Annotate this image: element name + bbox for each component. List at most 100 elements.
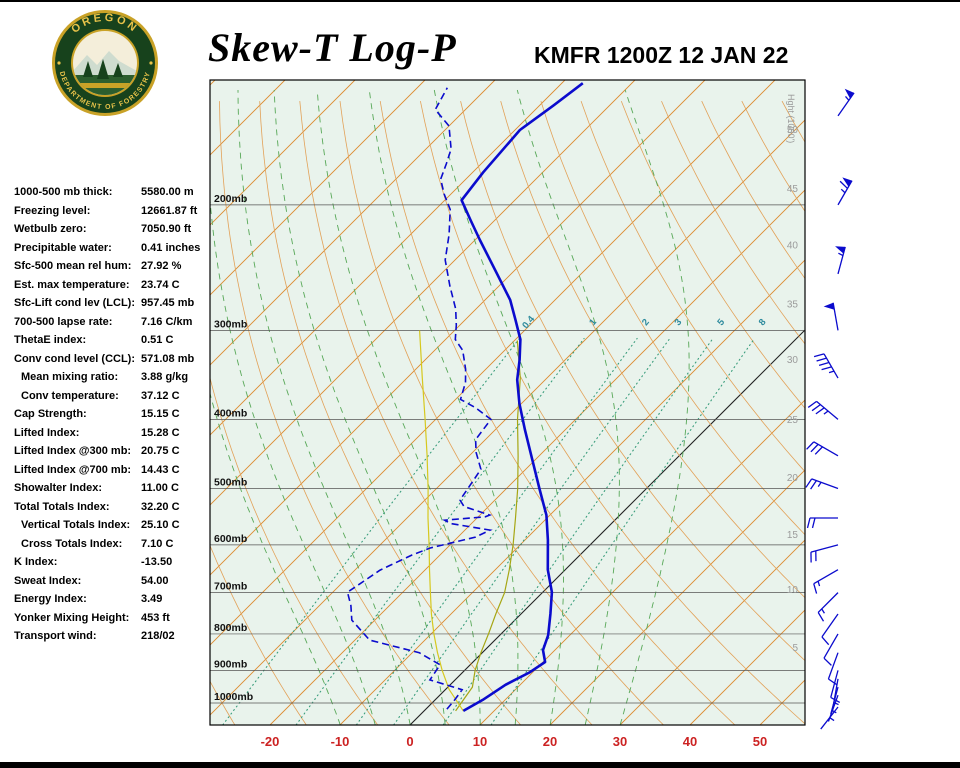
plot-border	[209, 79, 806, 726]
stat-label: ThetaE index:	[14, 334, 87, 346]
mixing-ratio-label: 5	[715, 316, 727, 328]
stat-value: 54.00	[141, 574, 169, 587]
stat-value: 7.10 C	[141, 537, 174, 550]
stat-label: Mean mixing ratio:	[21, 371, 119, 383]
height-label: 50	[787, 125, 799, 136]
temp-tick-label: 10	[473, 734, 487, 749]
height-label: 40	[787, 240, 799, 251]
stat-value: 3.49	[141, 593, 163, 605]
stat-row: 700-500 lapse rate: 7.16 C/km	[14, 313, 214, 332]
mixing-ratio-label: 2	[640, 317, 652, 328]
stat-value: 0.41 inches	[141, 241, 201, 254]
height-label: 10	[787, 585, 799, 596]
stat-value: 25.10 C	[141, 519, 180, 531]
stat-row: ThetaE index: 0.51 C	[14, 331, 214, 350]
stat-row: 1000-500 mb thick: 5580.00 m	[14, 183, 214, 202]
stat-row: Conv cond level (CCL): 571.08 mb	[14, 350, 214, 369]
stat-label: Cross Totals Index:	[21, 537, 123, 550]
wind-barb-column	[805, 88, 855, 730]
stat-label: Transport wind:	[14, 630, 97, 642]
pressure-label: 600mb	[214, 533, 247, 545]
station-time-label: KMFR 1200Z 12 JAN 22	[534, 42, 789, 68]
stat-label: Yonker Mixing Height:	[14, 611, 130, 624]
stat-row: Lifted Index: 15.28 C	[14, 424, 214, 443]
wind-barb	[823, 633, 839, 666]
stat-value: 7.16 C/km	[141, 315, 193, 328]
pressure-label: 700mb	[214, 581, 247, 593]
stat-label: Lifted Index @700 mb:	[14, 463, 132, 476]
stat-label: Conv temperature:	[21, 389, 119, 402]
wind-barb	[837, 177, 853, 206]
wind-barb	[810, 544, 839, 563]
height-axis-title: Hght (1000')	[786, 94, 796, 143]
stat-value: 7050.90 ft	[141, 223, 192, 235]
stat-value: 3.88 g/kg	[141, 371, 189, 383]
stat-label: Precipitable water:	[14, 241, 112, 254]
height-label: 30	[787, 355, 799, 366]
stat-label: Wetbulb zero:	[14, 223, 87, 235]
stat-value: 5580.00 m	[141, 186, 194, 198]
stat-value: 218/02	[141, 630, 175, 642]
wind-barb	[813, 353, 839, 379]
moist-adiabat-lines	[210, 89, 690, 725]
pressure-label: 200mb	[214, 193, 247, 205]
stat-row: Yonker Mixing Height: 453 ft	[14, 609, 214, 628]
temperature-trace	[460, 82, 584, 713]
wind-barb	[830, 670, 841, 704]
stat-value: 15.28 C	[141, 426, 180, 439]
temp-tick-label: 50	[753, 734, 767, 749]
pressure-label: 400mb	[214, 407, 247, 419]
pressure-label: 1000mb	[214, 691, 253, 703]
mixing-ratio-lines	[222, 337, 756, 725]
stat-label: Lifted Index @300 mb:	[14, 445, 132, 457]
wetbulb-trace	[455, 340, 521, 712]
wind-barb	[806, 517, 838, 529]
temp-tick-label: -10	[331, 734, 350, 749]
pressure-label: 500mb	[214, 476, 247, 488]
height-label: 25	[787, 415, 799, 426]
wind-barb	[837, 88, 855, 117]
stat-row: Cross Totals Index: 7.10 C	[14, 535, 214, 554]
wind-barb	[832, 678, 839, 707]
stat-label: 1000-500 mb thick:	[14, 186, 113, 198]
page-title: Skew-T Log-P	[208, 25, 457, 70]
mixing-ratio-label: 8	[757, 317, 769, 328]
stat-label: Energy Index:	[14, 593, 87, 605]
top-rule	[0, 0, 960, 2]
height-label: 20	[787, 473, 799, 484]
logo-star-left	[57, 61, 61, 65]
stat-row: Cap Strength: 15.15 C	[14, 405, 214, 424]
height-axis-labels: 50 45 40 35 30 25 20 15 10 5	[787, 125, 799, 654]
logo-star-right	[149, 61, 153, 65]
wind-barb	[817, 592, 839, 622]
stat-value: 15.15 C	[141, 408, 180, 420]
stat-label: Sfc-500 mean rel hum:	[14, 260, 132, 272]
temp-tick-label: 0	[406, 734, 413, 749]
stat-value: 453 ft	[141, 611, 170, 624]
stat-label: Showalter Index:	[14, 482, 103, 494]
sounding-stats-panel: 1000-500 mb thick: 5580.00 m Freezing leve…	[14, 183, 214, 646]
stat-label: Cap Strength:	[14, 408, 87, 420]
stat-label: Freezing level:	[14, 204, 91, 217]
stat-label: 700-500 lapse rate:	[14, 315, 113, 328]
wind-barb	[827, 694, 839, 722]
dewpoint-trace	[346, 87, 493, 710]
stat-value: 27.92 %	[141, 260, 182, 272]
wind-barb	[827, 652, 839, 686]
mixing-ratio-label: 1	[587, 316, 599, 328]
pressure-label: 900mb	[214, 658, 247, 670]
stat-value: 32.20 C	[141, 500, 180, 513]
pressure-label: 800mb	[214, 622, 247, 634]
stat-value: 571.08 mb	[141, 352, 195, 365]
wind-barb	[806, 441, 839, 457]
pressure-label: 300mb	[214, 318, 247, 330]
stat-label: Total Totals Index:	[14, 500, 110, 513]
wind-barb	[821, 613, 839, 646]
height-label: 5	[792, 643, 798, 654]
wind-barb	[835, 246, 846, 275]
tree-icon	[83, 61, 93, 77]
stat-row: Sfc-500 mean rel hum: 27.92 %	[14, 257, 214, 276]
stat-row: Vertical Totals Index: 25.10 C	[14, 516, 214, 535]
stat-label: Lifted Index:	[14, 426, 80, 439]
plot-background	[210, 80, 805, 725]
